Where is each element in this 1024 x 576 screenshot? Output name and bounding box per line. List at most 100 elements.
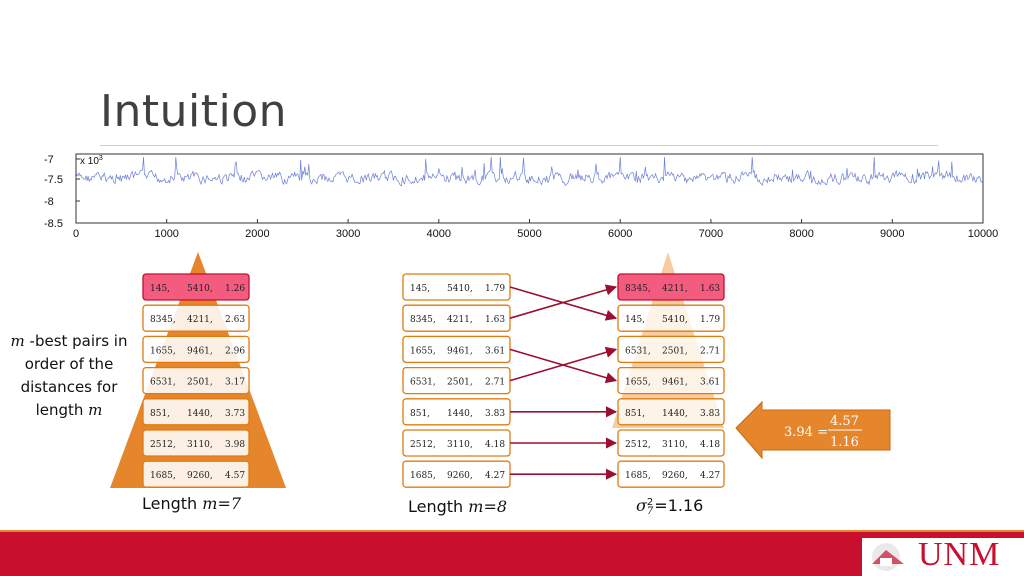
row-box bbox=[142, 429, 250, 457]
sigma-value: =1.16 bbox=[654, 496, 704, 515]
table-row: 145, 5410, 1.79 bbox=[402, 273, 511, 301]
table-row: 6531, 2501, 3.17 bbox=[142, 366, 250, 395]
row-box bbox=[142, 273, 250, 301]
logo-text: UNM bbox=[918, 536, 1001, 573]
row-cell: 9260, bbox=[662, 471, 688, 481]
y-tick-label: -8 bbox=[44, 196, 54, 208]
row-box bbox=[142, 304, 250, 332]
y-tick-label: -7 bbox=[44, 154, 54, 166]
row-cell: 8345, bbox=[150, 315, 176, 325]
footer-accent-line bbox=[0, 530, 1024, 533]
table-row: 145, 5410, 1.79 bbox=[617, 304, 725, 332]
row-cell: 1685, bbox=[410, 471, 436, 481]
table-row: 8345, 4211, 1.63 bbox=[617, 273, 725, 301]
row-cell: 4211, bbox=[662, 284, 688, 294]
ratio-callout: 3.94 = 4.57 1.16 bbox=[735, 400, 891, 460]
x-axis-ticks: 0 1000 2000 3000 4000 5000 6000 7000 8000 9000 100… bbox=[73, 219, 998, 240]
x-tick-label: 5000 bbox=[517, 228, 541, 240]
row-cell: 5410, bbox=[447, 284, 473, 294]
row-cell: 4.27 bbox=[485, 471, 505, 481]
row-cell: 4.27 bbox=[700, 471, 720, 481]
row-box bbox=[617, 460, 725, 488]
row-cell: 1655, bbox=[150, 346, 176, 356]
x-tick-label: 0 bbox=[73, 228, 79, 240]
table-row: 8345, 4211, 1.63 bbox=[402, 304, 511, 332]
row-box bbox=[142, 460, 250, 488]
row-cell: 2512, bbox=[150, 440, 176, 450]
row-cell: 9461, bbox=[187, 346, 213, 356]
row-cell: 3.83 bbox=[700, 409, 720, 419]
row-cell: 6531, bbox=[625, 346, 651, 356]
table-row: 6531, 2501, 2.71 bbox=[402, 366, 511, 395]
row-cell: 3.73 bbox=[225, 409, 245, 419]
row-cell: 2.96 bbox=[225, 346, 245, 356]
row-cell: 1.63 bbox=[700, 284, 720, 294]
row-cell: 1.26 bbox=[225, 284, 245, 294]
row-cell: 8345, bbox=[410, 315, 436, 325]
side-label-var-m2: m bbox=[88, 401, 103, 419]
x-tick-label: 3000 bbox=[336, 228, 360, 240]
row-box bbox=[617, 335, 725, 364]
caption-length-7: Length m=7 bbox=[142, 494, 241, 513]
table-row: 1685, 9260, 4.57 bbox=[142, 460, 250, 488]
table-row: 145, 5410, 1.26 bbox=[142, 273, 250, 301]
row-cell: 9461, bbox=[447, 346, 473, 356]
row-box bbox=[142, 398, 250, 426]
table-row: 851, 1440, 3.83 bbox=[617, 398, 725, 426]
callout-denominator: 1.16 bbox=[830, 435, 859, 450]
row-box bbox=[142, 366, 250, 395]
row-cell: 2512, bbox=[410, 440, 436, 450]
series-line bbox=[75, 156, 984, 187]
row-cell: 145, bbox=[150, 284, 170, 294]
caption-mid-math: m=8 bbox=[468, 497, 508, 516]
row-cell: 2.71 bbox=[700, 346, 720, 356]
row-cell: 4.18 bbox=[700, 440, 720, 450]
row-box bbox=[617, 304, 725, 332]
x-tick-label: 6000 bbox=[608, 228, 632, 240]
footer-bar bbox=[0, 532, 1024, 576]
table-right: 8345, 4211, 1.63 145, 5410, 1.79 6531, 2501, 2.7… bbox=[617, 273, 725, 488]
callout-numerator: 4.57 bbox=[830, 414, 859, 429]
row-cell: 1440, bbox=[662, 409, 688, 419]
row-cell: 9260, bbox=[187, 471, 213, 481]
x-tick-label: 9000 bbox=[880, 228, 904, 240]
row-cell: 6531, bbox=[150, 378, 176, 388]
table-row: 1655, 9461, 3.61 bbox=[617, 366, 725, 395]
x-tick-label: 4000 bbox=[427, 228, 451, 240]
row-cell: 6531, bbox=[410, 378, 436, 388]
row-cell: 1655, bbox=[625, 378, 651, 388]
caption-left-text: Length bbox=[142, 494, 203, 513]
table-row: 1655, 9461, 2.96 bbox=[142, 335, 250, 364]
row-box bbox=[617, 273, 725, 301]
row-cell: 1685, bbox=[150, 471, 176, 481]
title-divider bbox=[100, 145, 938, 146]
caption-length-8: Length m=8 bbox=[408, 497, 507, 516]
y-tick-label: -8.5 bbox=[44, 218, 63, 230]
row-cell: 2501, bbox=[662, 346, 688, 356]
row-cell: 1.63 bbox=[485, 315, 505, 325]
row-cell: 145, bbox=[410, 284, 430, 294]
x-tick-label: 8000 bbox=[789, 228, 813, 240]
row-cell: 5410, bbox=[662, 315, 688, 325]
row-cell: 9260, bbox=[447, 471, 473, 481]
chart-frame bbox=[75, 153, 984, 224]
row-cell: 1440, bbox=[447, 409, 473, 419]
side-label-var-m: m bbox=[10, 332, 25, 350]
mapping-arrow bbox=[509, 346, 618, 382]
row-cell: 1440, bbox=[187, 409, 213, 419]
mapping-arrows bbox=[509, 284, 618, 480]
y-axis-ticks: -7 -7.5 -8 -8.5 bbox=[44, 154, 80, 230]
side-label: m -best pairs in order of the distances … bbox=[4, 330, 134, 422]
row-cell: 8345, bbox=[625, 284, 651, 294]
row-cell: 3110, bbox=[187, 440, 213, 450]
time-series-chart: x 103 0 1000 2000 3000 4000 5000 6000 7000 8000 9… bbox=[44, 153, 998, 240]
callout-arrow-shape bbox=[735, 400, 891, 460]
logo-background bbox=[862, 538, 1024, 576]
table-row: 8345, 4211, 2.63 bbox=[142, 304, 250, 332]
row-cell: 2501, bbox=[447, 378, 473, 388]
row-cell: 1685, bbox=[625, 471, 651, 481]
row-cell: 1655, bbox=[410, 346, 436, 356]
side-label-text: -best pairs in order of the distances fo… bbox=[20, 332, 128, 419]
row-cell: 851, bbox=[410, 409, 430, 419]
